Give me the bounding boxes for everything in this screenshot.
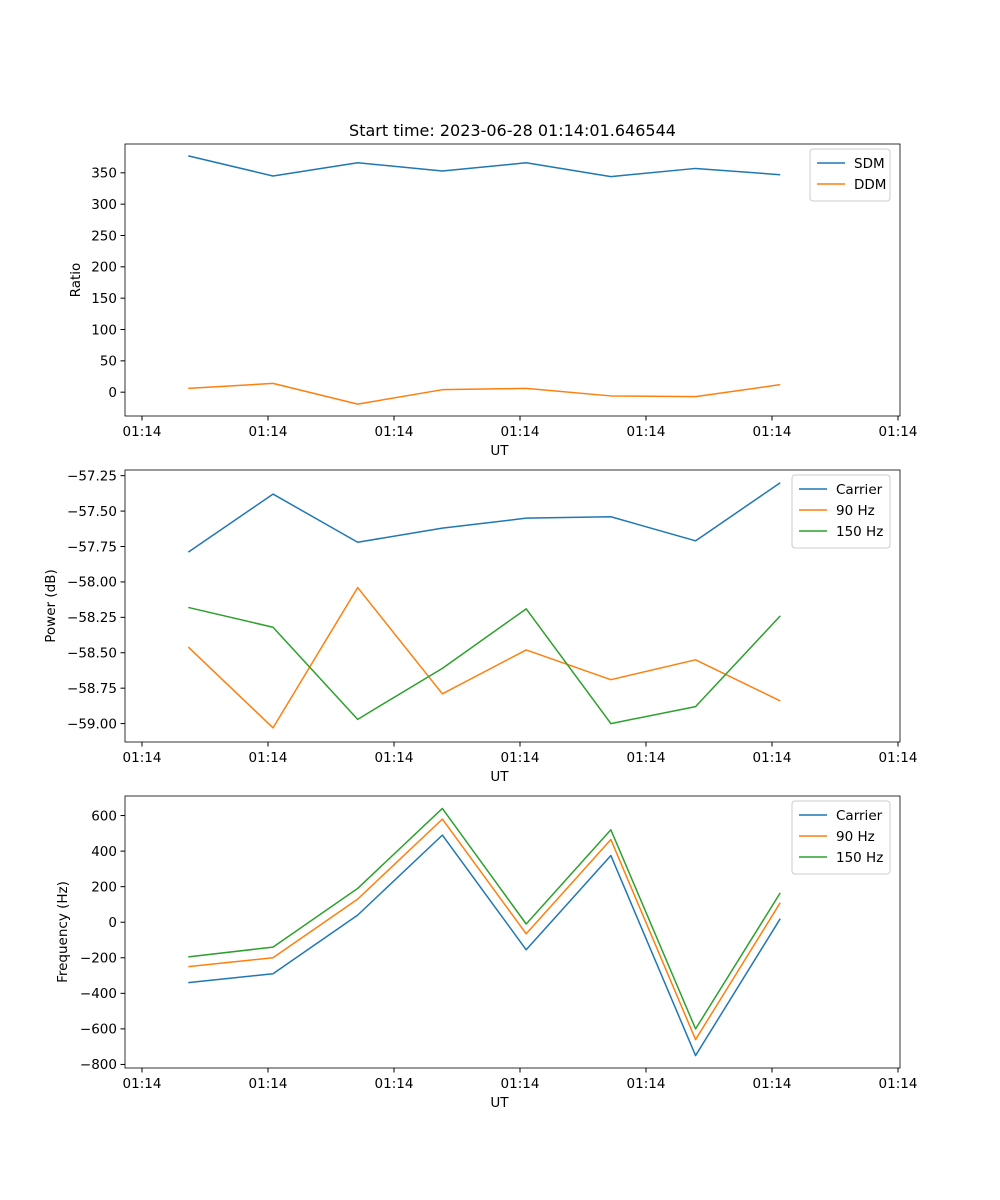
x-tick-label: 01:14 xyxy=(123,1076,162,1092)
x-tick-label: 01:14 xyxy=(753,424,792,440)
y-tick-label: −600 xyxy=(80,1022,117,1038)
y-tick-label: 100 xyxy=(91,322,117,338)
y-tick-label: −57.50 xyxy=(67,504,117,520)
legend-box xyxy=(791,474,891,549)
legend: SDM DDM xyxy=(809,148,891,202)
y-tick-label: 200 xyxy=(91,260,117,276)
x-tick-label: 01:14 xyxy=(249,1076,288,1092)
x-tick-label: 01:14 xyxy=(879,750,918,766)
legend-label: 150 Hz xyxy=(836,524,883,540)
y-tick-label: 300 xyxy=(91,197,117,213)
y-tick-label: 150 xyxy=(91,291,117,307)
subplot-3: −800 −600 −400 −200 0 200 400 600 01:14 01:14 01:1… xyxy=(55,795,918,1111)
x-tick-label: 01:14 xyxy=(249,424,288,440)
y-tick-label: −200 xyxy=(80,951,117,967)
legend-label: DDM xyxy=(854,177,886,193)
x-tick-label: 01:14 xyxy=(123,750,162,766)
x-tick-label: 01:14 xyxy=(501,750,540,766)
legend-label: 90 Hz xyxy=(836,829,875,845)
x-tick-label: 01:14 xyxy=(375,424,414,440)
y-tick-label: 200 xyxy=(91,879,117,895)
subplots: 0 50 100 150 200 250 300 350 01:14 01:14 01:14 01:1… xyxy=(43,143,918,1111)
y-tick-label: −58.25 xyxy=(67,610,117,626)
x-tick-label: 01:14 xyxy=(123,424,162,440)
legend-label: 150 Hz xyxy=(836,850,883,866)
subplot-2: −59.00 −58.75 −58.50 −58.25 −58.00 −57.75 −57.… xyxy=(43,468,917,785)
x-tick-label: 01:14 xyxy=(375,750,414,766)
x-axis-label: UT xyxy=(490,769,509,785)
y-tick-label: −800 xyxy=(80,1057,117,1073)
x-tick-label: 01:14 xyxy=(627,1076,666,1092)
y-tick-label: 50 xyxy=(100,354,117,370)
x-axis-label: UT xyxy=(490,443,509,459)
y-tick-label: 400 xyxy=(91,844,117,860)
subplot-1: 0 50 100 150 200 250 300 350 01:14 01:14 01:14 01:1… xyxy=(68,143,918,459)
x-tick-label: 01:14 xyxy=(879,424,918,440)
x-tick-label: 01:14 xyxy=(249,750,288,766)
x-tick-label: 01:14 xyxy=(501,424,540,440)
legend-box xyxy=(809,148,891,202)
series-line-sdm xyxy=(188,155,781,178)
y-tick-label: −57.75 xyxy=(67,539,117,555)
legend-label: SDM xyxy=(854,156,885,172)
series-line-150-hz xyxy=(188,606,781,725)
y-tick-label: −400 xyxy=(80,986,117,1002)
y-axis-label: Ratio xyxy=(68,263,84,298)
x-tick-label: 01:14 xyxy=(753,1076,792,1092)
series-line-carrier xyxy=(187,482,781,553)
y-tick-label: −57.25 xyxy=(67,468,117,484)
legend-label: Carrier xyxy=(836,482,883,498)
x-tick-label: 01:14 xyxy=(627,424,666,440)
y-tick-label: 600 xyxy=(91,808,117,824)
figure-title: Start time: 2023-06-28 01:14:01.646544 xyxy=(349,121,676,140)
x-axis-label: UT xyxy=(490,1095,509,1111)
y-tick-label: −58.75 xyxy=(67,681,117,697)
y-tick-label: 250 xyxy=(91,228,117,244)
series-line-carrier xyxy=(188,834,781,1057)
y-tick-label: 0 xyxy=(108,385,117,401)
y-tick-label: −58.00 xyxy=(67,575,117,591)
y-tick-label: −58.50 xyxy=(67,646,117,662)
series-line-ddm xyxy=(188,382,781,405)
plot-frame xyxy=(124,469,901,743)
y-tick-label: 350 xyxy=(91,166,117,182)
x-tick-label: 01:14 xyxy=(879,1076,918,1092)
x-tick-label: 01:14 xyxy=(375,1076,414,1092)
x-tick-label: 01:14 xyxy=(753,750,792,766)
legend: Carrier 90 Hz 150 Hz xyxy=(791,474,891,549)
y-tick-label: −59.00 xyxy=(67,716,117,732)
series-line-90-hz xyxy=(188,818,781,1041)
x-tick-label: 01:14 xyxy=(627,750,666,766)
plot-frame xyxy=(124,795,901,1069)
legend-box xyxy=(791,800,891,875)
y-axis-label: Frequency (Hz) xyxy=(55,881,71,983)
series-line-150-hz xyxy=(188,807,781,1030)
legend-label: Carrier xyxy=(836,808,883,824)
x-tick-label: 01:14 xyxy=(501,1076,540,1092)
y-tick-label: 0 xyxy=(108,915,117,931)
legend: Carrier 90 Hz 150 Hz xyxy=(791,800,891,875)
y-axis-label: Power (dB) xyxy=(43,569,59,642)
series-line-90-hz xyxy=(187,586,781,729)
legend-label: 90 Hz xyxy=(836,503,875,519)
plot-frame xyxy=(124,143,901,417)
